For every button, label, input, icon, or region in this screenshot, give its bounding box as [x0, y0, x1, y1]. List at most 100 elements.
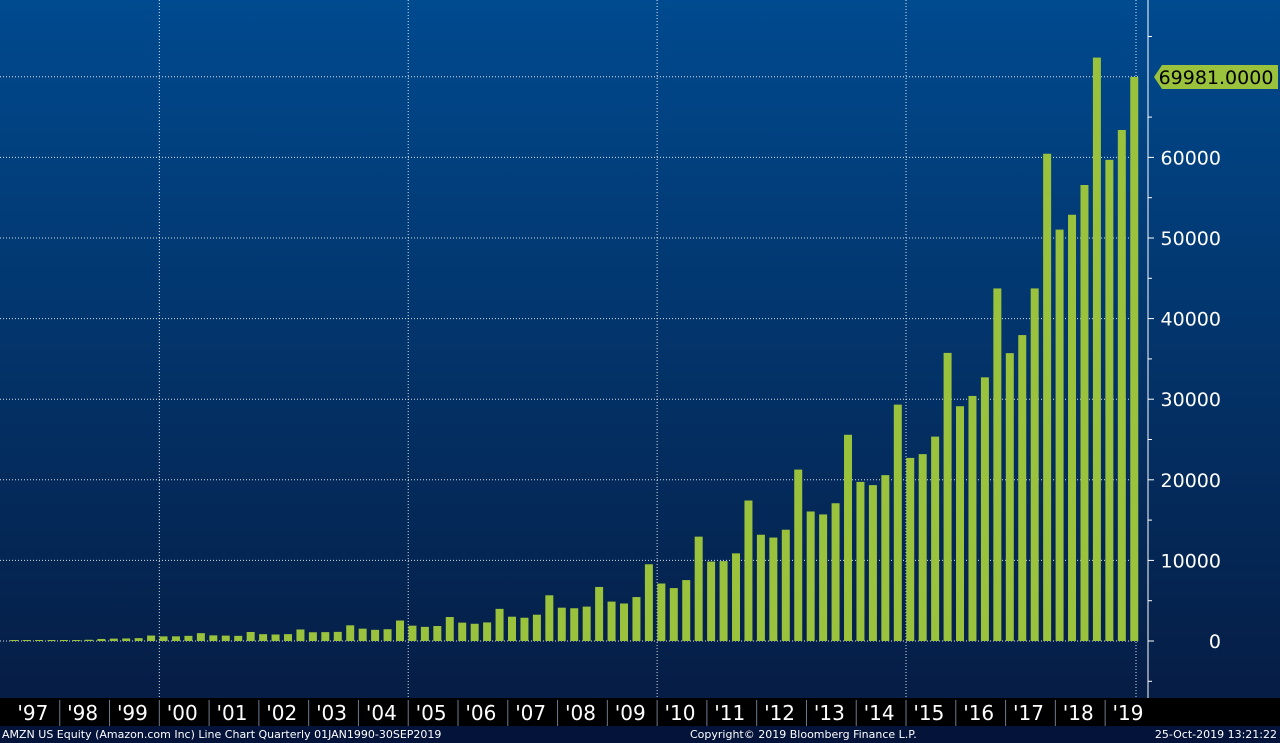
bar — [1105, 159, 1114, 641]
bar — [234, 635, 243, 641]
bar — [470, 623, 479, 641]
bar — [707, 561, 716, 641]
x-tick-label: '08 — [565, 701, 596, 725]
bar — [508, 616, 516, 641]
x-tick-label: '00 — [167, 701, 198, 725]
bar — [794, 469, 803, 641]
bar — [682, 580, 691, 641]
bar — [47, 640, 56, 641]
x-tick-label: '16 — [963, 701, 994, 725]
footer-band — [0, 726, 1280, 743]
last-value-label: 69981.0000 — [1154, 64, 1278, 89]
bar — [383, 629, 392, 641]
bar — [433, 626, 442, 641]
bar — [694, 536, 703, 641]
bar — [756, 534, 765, 641]
x-tick-label: '05 — [416, 701, 447, 725]
y-tick-label: 40000 — [1161, 309, 1221, 331]
bar — [209, 635, 218, 641]
bar — [632, 597, 641, 641]
bar — [744, 500, 753, 641]
bar — [781, 529, 790, 641]
bar — [445, 617, 454, 641]
bar — [1092, 57, 1101, 641]
bar — [221, 635, 230, 641]
bar — [10, 640, 19, 641]
y-tick-label: 50000 — [1161, 228, 1221, 250]
bar — [831, 503, 840, 641]
bar — [1030, 288, 1039, 641]
bar — [171, 636, 180, 641]
bar — [582, 606, 591, 641]
bar — [259, 634, 268, 641]
bar — [669, 588, 678, 641]
bar — [732, 553, 741, 641]
bar — [1055, 229, 1064, 641]
bar — [420, 626, 429, 641]
x-tick-label: '15 — [913, 701, 944, 725]
bar — [308, 632, 317, 641]
bar — [159, 636, 168, 641]
last-value-text: 69981.0000 — [1159, 67, 1274, 89]
bar — [72, 640, 81, 641]
bar — [532, 614, 541, 641]
bar — [657, 583, 666, 641]
bar — [358, 628, 367, 641]
footer-security-description: AMZN US Equity (Amazon.com Inc) Line Cha… — [2, 728, 442, 741]
x-tick-label: '04 — [366, 701, 397, 725]
y-tick-label: 60000 — [1161, 147, 1221, 169]
bar — [844, 434, 853, 641]
bar — [396, 620, 404, 641]
bar — [408, 625, 417, 641]
bar — [620, 603, 629, 641]
bar — [557, 607, 566, 641]
bar — [196, 633, 205, 641]
bar-layer — [10, 57, 1139, 642]
x-tick-label: '14 — [864, 701, 895, 725]
bar — [806, 511, 815, 641]
bar — [246, 632, 255, 641]
x-tick-label: '01 — [217, 701, 248, 725]
x-tick-label: '99 — [117, 701, 148, 725]
bar — [283, 634, 292, 641]
y-tick-label: 30000 — [1161, 389, 1221, 411]
bar — [483, 622, 492, 641]
bar — [819, 514, 828, 641]
x-tick-label: '10 — [665, 701, 696, 725]
x-tick-label: '17 — [1013, 701, 1044, 725]
bar — [1117, 129, 1126, 641]
x-tick-label: '97 — [17, 701, 48, 725]
bar — [1005, 353, 1014, 641]
bar — [296, 629, 305, 641]
bar — [1043, 153, 1052, 641]
bar — [856, 481, 865, 641]
bar — [570, 608, 579, 641]
bar — [1068, 214, 1077, 642]
x-tick-label: '02 — [266, 701, 297, 725]
bar — [968, 395, 977, 641]
bar — [893, 404, 902, 641]
x-tick-label: '18 — [1063, 701, 1094, 725]
bar — [1018, 335, 1027, 641]
bar — [1130, 76, 1139, 641]
x-tick-label: '19 — [1113, 701, 1144, 725]
bar — [35, 640, 44, 641]
y-tick-label: 10000 — [1161, 550, 1221, 572]
bar — [458, 622, 467, 641]
bar — [1080, 185, 1089, 641]
x-tick-label: '13 — [814, 701, 845, 725]
bar — [346, 625, 355, 641]
bar — [943, 352, 952, 641]
bar — [644, 564, 653, 641]
bar — [22, 640, 31, 641]
bar — [769, 537, 778, 641]
footer-copyright: Copyright© 2019 Bloomberg Finance L.P. — [690, 728, 917, 741]
bar — [956, 406, 965, 641]
bar — [122, 638, 131, 641]
bar — [595, 586, 604, 641]
x-tick-label: '12 — [764, 701, 795, 725]
x-tick-label: '03 — [316, 701, 347, 725]
x-tick-label: '09 — [615, 701, 646, 725]
